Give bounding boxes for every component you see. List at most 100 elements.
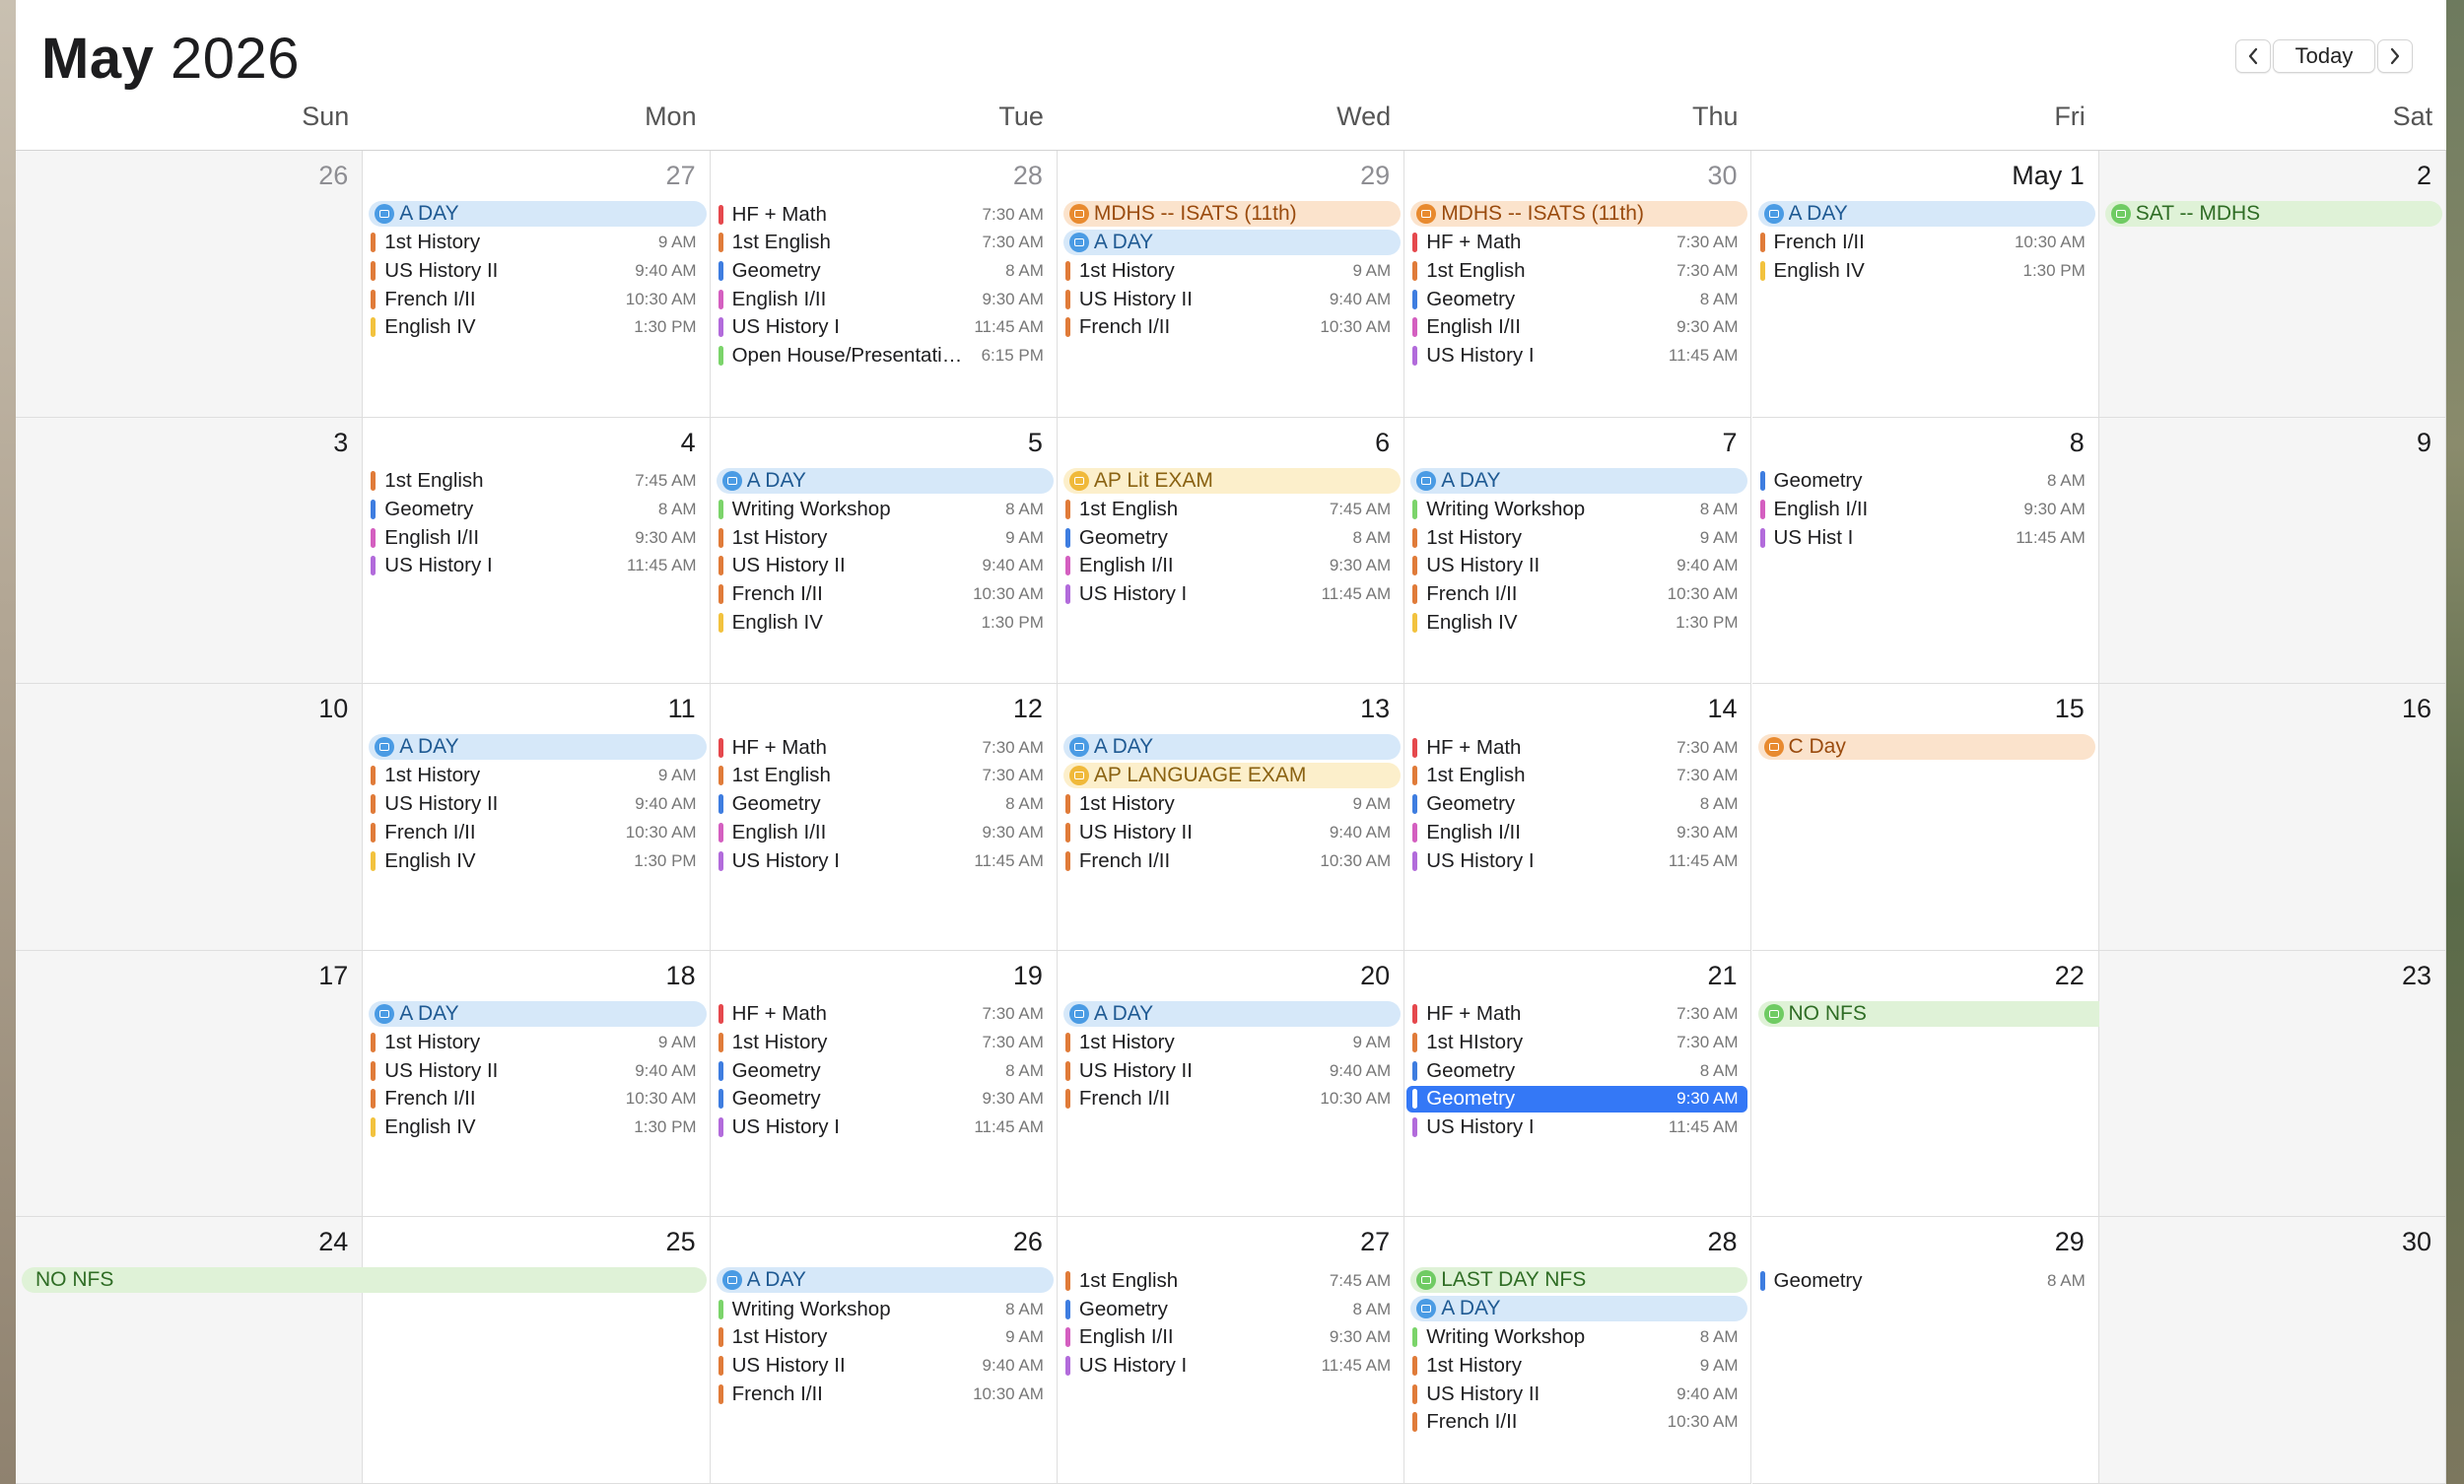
timed-event[interactable]: US History I 11:45 AM [1406, 847, 1747, 874]
timed-event[interactable]: Geometry 8 AM [1406, 1057, 1747, 1084]
timed-event[interactable]: English IV 1:30 PM [365, 847, 706, 874]
timed-event[interactable]: HF + Math 7:30 AM [1406, 230, 1747, 256]
timed-event[interactable]: 1st English 7:30 AM [713, 230, 1054, 256]
all-day-event[interactable]: A DAY [1757, 201, 2095, 227]
timed-event[interactable]: French I/II 10:30 AM [1754, 230, 2095, 256]
timed-event[interactable]: 1st English 7:45 AM [1060, 496, 1401, 522]
timed-event[interactable]: 1st History 9 AM [365, 1030, 706, 1056]
timed-event[interactable]: Geometry 8 AM [365, 496, 706, 522]
timed-event[interactable]: Geometry 9:30 AM [713, 1086, 1054, 1113]
timed-event[interactable]: English I/II 9:30 AM [713, 819, 1054, 845]
day-cell[interactable]: 16 [2098, 684, 2446, 951]
timed-event[interactable]: French I/II 10:30 AM [713, 1381, 1054, 1407]
all-day-event[interactable]: MDHS -- ISATS (11th) [1410, 201, 1748, 227]
all-day-event[interactable]: AP Lit EXAM [1062, 467, 1402, 494]
day-cell[interactable]: 22 [1751, 950, 2099, 1218]
timed-event[interactable]: French I/II 10:30 AM [1060, 1086, 1401, 1113]
timed-event[interactable]: English I/II 9:30 AM [1754, 496, 2095, 522]
timed-event[interactable]: US History II 9:40 AM [1060, 286, 1401, 312]
timed-event[interactable]: 1st English 7:30 AM [713, 763, 1054, 789]
timed-event[interactable]: 1st History 9 AM [713, 1324, 1054, 1351]
day-cell[interactable]: 15 [1751, 684, 2099, 951]
all-day-event[interactable]: A DAY [369, 201, 707, 227]
all-day-event[interactable]: SAT -- MDHS [2104, 201, 2443, 227]
timed-event[interactable]: US History II 9:40 AM [365, 791, 706, 818]
timed-event[interactable]: 1st History 9 AM [365, 230, 706, 256]
timed-event[interactable]: US History II 9:40 AM [1406, 1381, 1747, 1407]
timed-event[interactable]: 1st English 7:45 AM [365, 468, 706, 495]
all-day-event[interactable]: A DAY [716, 1267, 1054, 1294]
timed-event[interactable]: English I/II 9:30 AM [1060, 1324, 1401, 1351]
timed-event[interactable]: HF + Math 7:30 AM [713, 734, 1054, 761]
timed-event[interactable]: Geometry 8 AM [1406, 286, 1747, 312]
timed-event[interactable]: 1st History 9 AM [1060, 1030, 1401, 1056]
timed-event[interactable]: HF + Math 7:30 AM [713, 201, 1054, 228]
today-button[interactable]: Today [2273, 39, 2375, 73]
all-day-event[interactable]: MDHS -- ISATS (11th) [1062, 201, 1402, 227]
timed-event[interactable]: 1st HIstory 7:30 AM [1406, 1030, 1747, 1056]
timed-event[interactable]: 1st History 7:30 AM [713, 1030, 1054, 1056]
day-cell[interactable]: 19 [710, 950, 1058, 1218]
timed-event[interactable]: US History I 11:45 AM [713, 314, 1054, 341]
timed-event[interactable]: Geometry 8 AM [1754, 468, 2095, 495]
all-day-event[interactable]: LAST DAY NFS [1410, 1267, 1748, 1294]
all-day-event[interactable]: AP LANGUAGE EXAM [1062, 762, 1402, 788]
day-cell[interactable]: 29 [1751, 1217, 2099, 1484]
all-day-event[interactable]: A DAY [716, 467, 1054, 494]
all-day-event[interactable]: A DAY [1410, 1296, 1748, 1322]
timed-event[interactable]: English IV 1:30 PM [1754, 257, 2095, 284]
timed-event[interactable]: French I/II 10:30 AM [1406, 580, 1747, 607]
day-cell[interactable]: 23 [2098, 950, 2446, 1218]
all-day-event[interactable]: A DAY [1410, 467, 1748, 494]
timed-event[interactable]: 1st English 7:45 AM [1060, 1267, 1401, 1294]
all-day-event[interactable]: A DAY [1062, 734, 1402, 761]
all-day-event[interactable]: C Day [1757, 734, 2095, 761]
day-cell[interactable]: 26 [710, 1217, 1058, 1484]
timed-event[interactable]: 1st History 9 AM [1060, 791, 1401, 818]
day-cell[interactable]: 9 [2098, 417, 2446, 685]
timed-event[interactable]: US History I 11:45 AM [713, 847, 1054, 874]
timed-event[interactable]: US History I 11:45 AM [1060, 1353, 1401, 1380]
timed-event[interactable]: US History II 9:40 AM [713, 553, 1054, 579]
day-cell[interactable]: 18 [363, 950, 711, 1218]
day-cell[interactable]: 5 [710, 417, 1058, 685]
timed-event[interactable]: Geometry 8 AM [713, 257, 1054, 284]
day-cell[interactable]: 2 [2098, 151, 2446, 418]
timed-event[interactable]: 1st History 9 AM [1406, 524, 1747, 551]
timed-event[interactable]: US History II 9:40 AM [1406, 553, 1747, 579]
day-cell[interactable]: 17 [16, 950, 364, 1218]
timed-event[interactable]: Geometry 8 AM [713, 1057, 1054, 1084]
timed-event[interactable]: HF + Math 7:30 AM [1406, 1001, 1747, 1028]
all-day-event[interactable]: A DAY [1062, 229, 1402, 255]
day-cell[interactable]: 25 [363, 1217, 711, 1484]
timed-event[interactable]: 1st English 7:30 AM [1406, 257, 1747, 284]
day-cell[interactable]: 28 [1404, 1217, 1752, 1484]
day-cell[interactable]: 10 [16, 684, 364, 951]
day-cell[interactable]: 27 [363, 151, 711, 418]
day-cell[interactable]: 27 [1057, 1217, 1405, 1484]
all-day-event[interactable]: A DAY [369, 1000, 707, 1027]
timed-event[interactable]: Geometry 8 AM [1060, 524, 1401, 551]
day-cell[interactable]: 3 [16, 417, 364, 685]
timed-event[interactable]: US Hist I 11:45 AM [1754, 524, 2095, 551]
timed-event[interactable]: Writing Workshop 8 AM [1406, 496, 1747, 522]
day-cell[interactable]: 12 [710, 684, 1058, 951]
day-cell[interactable]: May 1 [1751, 151, 2099, 418]
timed-event[interactable]: French I/II 10:30 AM [365, 286, 706, 312]
timed-event[interactable]: Geometry 8 AM [713, 791, 1054, 818]
timed-event[interactable]: US History II 9:40 AM [1060, 819, 1401, 845]
timed-event[interactable]: English I/II 9:30 AM [1406, 314, 1747, 341]
timed-event[interactable]: HF + Math 7:30 AM [713, 1001, 1054, 1028]
timed-event[interactable]: Geometry 8 AM [1406, 791, 1747, 818]
day-cell[interactable]: 13 [1057, 684, 1405, 951]
timed-event[interactable]: English I/II 9:30 AM [365, 524, 706, 551]
timed-event[interactable]: English IV 1:30 PM [713, 609, 1054, 636]
timed-event[interactable]: English IV 1:30 PM [365, 314, 706, 341]
day-cell[interactable]: 29 [1057, 151, 1405, 418]
day-cell[interactable]: 26 [16, 151, 364, 418]
all-day-event[interactable]: A DAY [369, 734, 707, 761]
timed-event[interactable]: French I/II 10:30 AM [1406, 1409, 1747, 1436]
timed-event[interactable]: French I/II 10:30 AM [365, 819, 706, 845]
day-cell[interactable]: 11 [363, 684, 711, 951]
timed-event[interactable]: French I/II 10:30 AM [1060, 847, 1401, 874]
